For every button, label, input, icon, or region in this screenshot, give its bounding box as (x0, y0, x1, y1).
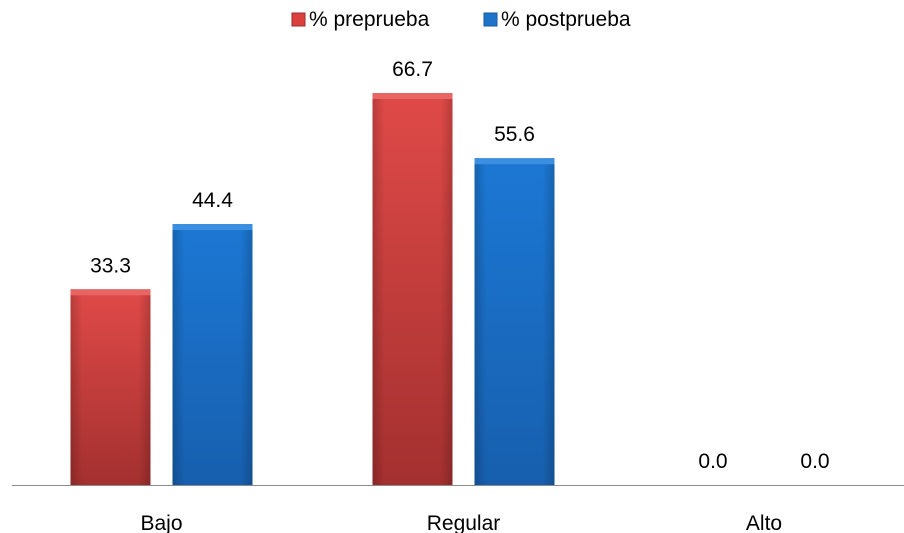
category-label-alto: Alto (746, 512, 782, 533)
plot-area: 33.3 44.4 Bajo 66.7 55.6 Regular 0.0 0.0 Alto (70, 58, 830, 533)
value-label-postprueba-alto: 0.0 (800, 450, 829, 473)
value-label-preprueba-bajo: 33.3 (90, 254, 131, 277)
value-label-preprueba-alto: 0.0 (698, 450, 727, 473)
bar-shade-postprueba-regular (474, 158, 555, 485)
category-label-regular: Regular (427, 512, 501, 533)
bar-shade-preprueba-regular (372, 93, 453, 485)
bar-shade-preprueba-bajo (70, 289, 151, 485)
value-label-postprueba-bajo: 44.4 (192, 189, 233, 212)
legend-label-postprueba: % postprueba (501, 8, 631, 31)
bar-cap-postprueba-bajo (172, 224, 253, 231)
bar-cap-preprueba-bajo (70, 289, 151, 296)
legend-swatch-preprueba (291, 12, 306, 27)
category-label-bajo: Bajo (140, 512, 182, 533)
value-label-postprueba-regular: 55.6 (494, 123, 535, 146)
value-label-preprueba-regular: 66.7 (392, 58, 433, 81)
legend-label-preprueba: % preprueba (309, 8, 430, 31)
legend-swatch-postprueba (483, 12, 498, 27)
bar-cap-preprueba-regular (372, 93, 453, 99)
bar-shade-postprueba-bajo (172, 224, 253, 485)
legend: % preprueba % postprueba (291, 8, 631, 31)
bar-cap-postprueba-regular (474, 158, 555, 165)
